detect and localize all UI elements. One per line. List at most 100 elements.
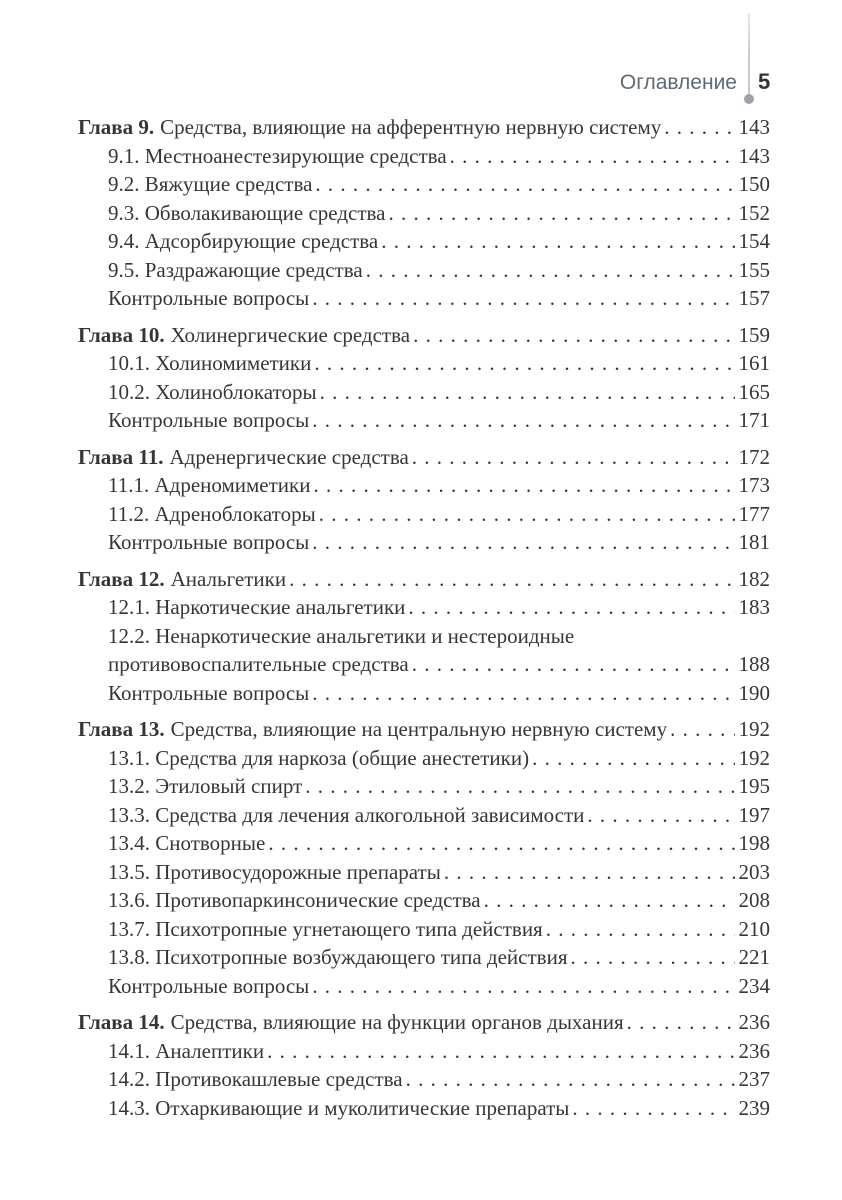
toc-entry: Глава 12. Анальгетики. . . . . . . . . . …: [78, 565, 770, 594]
toc-entry-title: 14.1. Аналептики: [108, 1038, 265, 1063]
toc-entry-page: 203: [738, 859, 771, 884]
header-divider-dot: [744, 94, 754, 104]
toc-entry-page: 208: [738, 888, 771, 912]
dot-leader: . . . . . . . . . . . . . . . . . . . . …: [483, 888, 735, 912]
toc-chapter-label: Глава 14.: [78, 1010, 165, 1034]
page-title: Оглавление: [619, 71, 737, 94]
dot-leader: . . . . . . . . . . . . . . . . . . . . …: [365, 257, 735, 282]
toc-entry-title: 11.2. Адреноблокаторы: [108, 501, 316, 526]
toc-entry-page: 143: [738, 143, 771, 168]
toc-chapter-label: Глава 12.: [78, 566, 165, 591]
toc-entry-title: Холинергические средства: [170, 322, 411, 347]
dot-leader: . . . . . . . . . . . . . . . . . . . . …: [315, 172, 735, 196]
toc-entry-page: 192: [738, 717, 771, 741]
toc-entry-page: 237: [738, 1067, 771, 1091]
toc-entry-title: 9.5. Раздражающие средства: [108, 257, 363, 282]
toc-list: Глава 9. Средства, влияющие на афферентну…: [78, 113, 770, 1122]
dot-leader: . . . . . . . . . . . . . . . . . . . . …: [670, 717, 734, 741]
dot-leader: . . . . . . . . . . . . . . . . . . . . …: [312, 530, 734, 554]
toc-entry-page: 190: [738, 680, 771, 705]
dot-leader: . . . . . . . . . . . . . . . . . . . . …: [312, 286, 734, 310]
toc-entry-title: 13.4. Снотворные: [108, 831, 266, 855]
dot-leader: . . . . . . . . . . . . . . . . . . . . …: [664, 115, 734, 139]
toc-entry-page: 159: [738, 322, 771, 347]
toc-entry-title: 12.1. Наркотические анальгетики: [108, 595, 406, 619]
toc-entry: 13.7. Психотропные угнетающего типа дейс…: [78, 915, 770, 944]
toc-entry: 9.3. Обволакивающие средства. . . . . . …: [78, 199, 770, 228]
toc-entry-page: 152: [738, 200, 771, 225]
toc-entry-title: Контрольные вопросы: [108, 408, 310, 432]
toc-entry: 12.2. Ненаркотические анальгетики и нест…: [78, 622, 770, 679]
toc-entry: Контрольные вопросы. . . . . . . . . . .…: [78, 972, 770, 1001]
toc-entry-title: Контрольные вопросы: [108, 680, 310, 705]
toc-entry-page: 197: [738, 802, 771, 827]
toc-entry-page: 239: [738, 1095, 771, 1120]
toc-entry-title-continued: противовоспалительные средства: [108, 652, 409, 676]
toc-entry-page: 192: [738, 745, 771, 770]
toc-entry: 14.1. Аналептики. . . . . . . . . . . . …: [78, 1037, 770, 1066]
toc-entry-title: 10.1. Холиномиметики: [108, 351, 312, 375]
toc-entry: 14.3. Отхаркивающие и муколитические пре…: [78, 1094, 770, 1123]
toc-entry-title: Адренергические средства: [169, 444, 409, 469]
toc-entry-page: 150: [738, 172, 771, 196]
toc-entry: Глава 9. Средства, влияющие на афферентну…: [78, 113, 770, 142]
toc-entry-page: 165: [738, 379, 771, 404]
dot-leader: . . . . . . . . . . . . . . . . . . . . …: [587, 802, 734, 827]
toc-entry: Контрольные вопросы. . . . . . . . . . .…: [78, 284, 770, 313]
toc-entry: Глава 14. Средства, влияющие на функции о…: [78, 1008, 770, 1037]
toc-entry: 13.3. Средства для лечения алкогольной з…: [78, 801, 770, 830]
toc-entry-title: 10.2. Холиноблокаторы: [108, 379, 317, 404]
dot-leader: . . . . . . . . . . . . . . . . . . . . …: [289, 566, 734, 591]
toc-entry: Глава 13. Средства, влияющие на центральн…: [78, 715, 770, 744]
toc-entry-title: 9.3. Обволакивающие средства: [108, 200, 386, 225]
dot-leader: . . . . . . . . . . . . . . . . . . . . …: [572, 1095, 734, 1120]
toc-entry: Глава 10. Холинергические средства. . . .…: [78, 321, 770, 350]
toc-chapter-label: Глава 13.: [78, 717, 165, 741]
toc-entry-page: 143: [738, 115, 771, 139]
toc-entry-title: 14.3. Отхаркивающие и муколитические пре…: [108, 1095, 570, 1120]
toc-entry-page: 236: [738, 1010, 771, 1034]
toc-entry-title: 9.4. Адсорбирующие средства: [108, 229, 379, 253]
dot-leader: . . . . . . . . . . . . . . . . . . . . …: [443, 859, 735, 884]
dot-leader: . . . . . . . . . . . . . . . . . . . . …: [388, 200, 734, 225]
toc-entry: Контрольные вопросы. . . . . . . . . . .…: [78, 528, 770, 557]
dot-leader: . . . . . . . . . . . . . . . . . . . . …: [411, 652, 735, 676]
toc-entry-title: 13.6. Противопаркинсонические средства: [108, 888, 481, 912]
toc-entry: 13.4. Снотворные. . . . . . . . . . . . …: [78, 829, 770, 858]
toc-entry-title: Средства, влияющие на афферентную нервну…: [160, 115, 662, 139]
toc-entry-page: 236: [738, 1038, 771, 1063]
toc-entry-page: 195: [738, 774, 771, 798]
toc-entry-page: 171: [738, 408, 771, 432]
toc-entry: Контрольные вопросы. . . . . . . . . . .…: [78, 406, 770, 435]
toc-entry-page: 183: [738, 595, 771, 619]
dot-leader: . . . . . . . . . . . . . . . . . . . . …: [626, 1010, 735, 1034]
toc-entry-title: 12.2. Ненаркотические анальгетики и нест…: [108, 623, 575, 648]
toc-entry: 13.2. Этиловый спирт. . . . . . . . . . …: [78, 772, 770, 801]
toc-entry: 9.2. Вяжущие средства. . . . . . . . . .…: [78, 170, 770, 199]
toc-entry: 9.1. Местноанестезирующие средства. . . …: [78, 142, 770, 171]
toc-entry-page: 181: [738, 530, 771, 554]
toc-entry-title: Анальгетики: [170, 566, 287, 591]
header-divider-line: [748, 13, 750, 97]
toc-entry-title: 13.1. Средства для наркоза (общие анесте…: [108, 745, 530, 770]
toc-entry-page: 172: [738, 444, 771, 469]
toc-entry: 10.1. Холиномиметики. . . . . . . . . . …: [78, 349, 770, 378]
toc-entry-page: 234: [738, 973, 771, 998]
toc-entry-title: 9.2. Вяжущие средства: [108, 172, 313, 196]
dot-leader: . . . . . . . . . . . . . . . . . . . . …: [545, 916, 735, 941]
toc-entry: 13.8. Психотропные возбуждающего типа де…: [78, 943, 770, 972]
toc-entry-title: Средства, влияющие на центральную нервну…: [170, 717, 668, 741]
toc-entry-page: 210: [738, 916, 771, 941]
dot-leader: . . . . . . . . . . . . . . . . . . . . …: [570, 945, 734, 969]
toc-entry-title: 13.8. Психотропные возбуждающего типа де…: [108, 945, 568, 969]
toc-entry-title: Средства, влияющие на функции органов ды…: [170, 1010, 624, 1034]
toc-entry-page: 198: [738, 831, 771, 855]
toc-entry: Глава 11. Адренергические средства. . . .…: [78, 443, 770, 472]
dot-leader: . . . . . . . . . . . . . . . . . . . . …: [413, 322, 734, 347]
toc-entry: 12.1. Наркотические анальгетики. . . . .…: [78, 593, 770, 622]
toc-entry-page: 182: [738, 566, 771, 591]
toc-entry-page: 161: [738, 351, 771, 375]
toc-entry-title: Контрольные вопросы: [108, 973, 310, 998]
dot-leader: . . . . . . . . . . . . . . . . . . . . …: [312, 680, 734, 705]
toc-entry-title: 13.2. Этиловый спирт: [108, 774, 303, 798]
